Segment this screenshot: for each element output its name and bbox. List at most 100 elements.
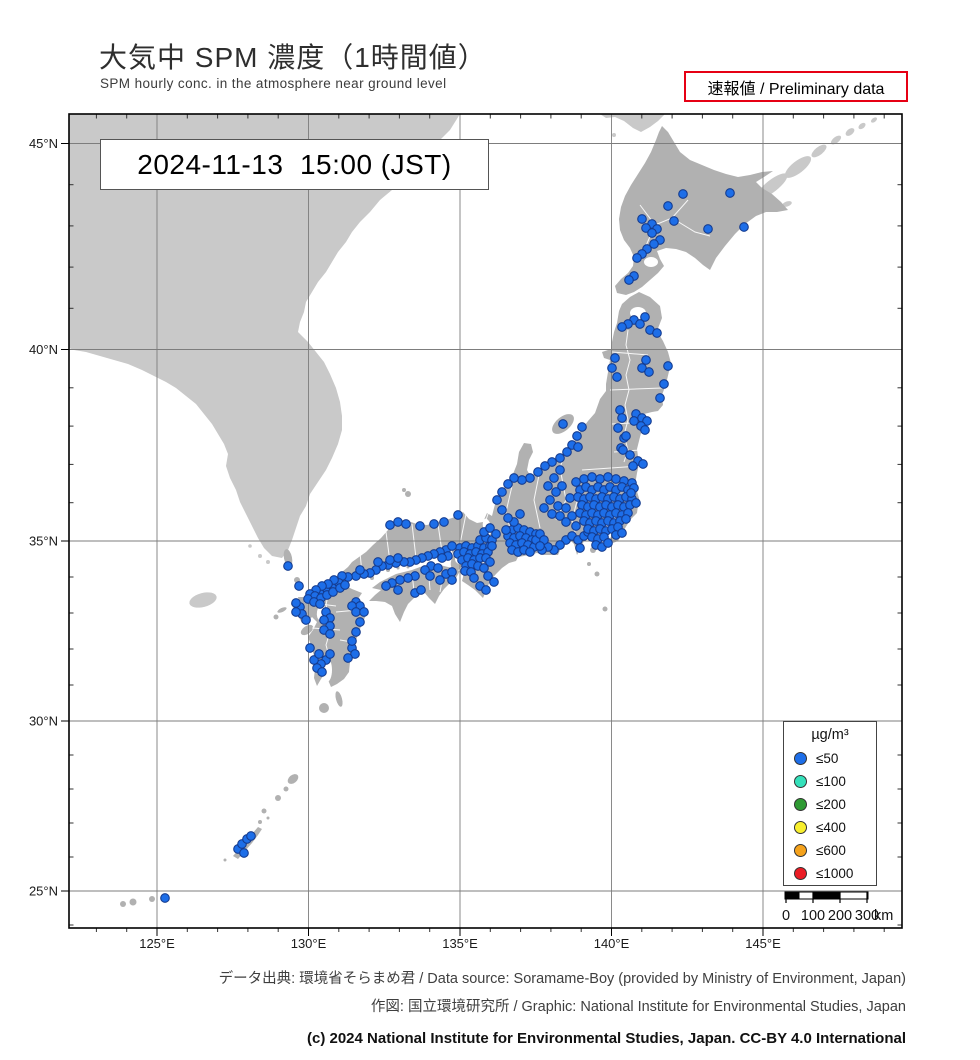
- station-dot: [547, 509, 557, 519]
- station-dot: [355, 565, 365, 575]
- station-dot: [663, 361, 673, 371]
- station-dot: [453, 510, 463, 520]
- station-dot: [595, 474, 605, 484]
- station-dot: [555, 465, 565, 475]
- legend-color-dot: [794, 867, 807, 880]
- station-dot: [628, 461, 638, 471]
- station-dot: [301, 615, 311, 625]
- legend-color-dot: [794, 844, 807, 857]
- station-dot: [603, 538, 613, 548]
- station-dot: [239, 848, 249, 858]
- station-dot: [515, 509, 525, 519]
- jeju-island: [189, 592, 217, 608]
- station-dot: [545, 495, 555, 505]
- scalebar-tick-label: 100: [801, 908, 825, 924]
- station-dot: [385, 520, 395, 530]
- station-dot: [621, 514, 631, 524]
- lon-axis-label: 125°E: [139, 936, 175, 951]
- data-source-credit: データ出典: 環境省そらまめ君 / Data source: Soramame-…: [218, 971, 906, 987]
- station-dot: [561, 517, 571, 527]
- station-dot: [429, 519, 439, 529]
- legend-item: ≤100: [784, 770, 876, 793]
- station-dot: [561, 503, 571, 513]
- station-dot: [469, 573, 479, 583]
- station-dot: [543, 481, 553, 491]
- lon-axis-label: 140°E: [594, 936, 630, 951]
- station-dot: [314, 649, 324, 659]
- station-dot: [317, 667, 327, 677]
- station-dot: [555, 511, 565, 521]
- station-dot: [573, 442, 583, 452]
- station-dot: [503, 479, 513, 489]
- station-dot: [160, 893, 170, 903]
- kuril-islands: [756, 117, 878, 212]
- station-dot: [489, 577, 499, 587]
- preliminary-data-badge: 速報値 / Preliminary data: [684, 71, 908, 102]
- station-dot: [359, 607, 369, 617]
- station-dot: [703, 224, 713, 234]
- station-dot: [647, 228, 657, 238]
- legend-item-label: ≤600: [816, 843, 846, 858]
- station-dot: [315, 599, 325, 609]
- station-dot: [549, 473, 559, 483]
- page-subtitle: SPM hourly conc. in the atmosphere near …: [100, 76, 447, 91]
- station-dot: [551, 487, 561, 497]
- lon-axis-label: 145°E: [745, 936, 781, 951]
- station-dot: [393, 585, 403, 595]
- station-dot: [638, 459, 648, 469]
- station-dot: [558, 419, 568, 429]
- station-dot: [381, 581, 391, 591]
- station-dot: [479, 563, 489, 573]
- station-dot: [485, 523, 495, 533]
- station-dot: [577, 422, 587, 432]
- legend-title: µg/m³: [811, 727, 849, 743]
- station-dot: [611, 474, 621, 484]
- station-dot: [621, 431, 631, 441]
- station-dot: [626, 488, 636, 498]
- station-dot: [447, 541, 457, 551]
- station-dot: [555, 453, 565, 463]
- station-dot: [497, 505, 507, 515]
- station-dot: [632, 253, 642, 263]
- station-dot: [641, 355, 651, 365]
- station-dot: [663, 201, 673, 211]
- station-dot: [571, 477, 581, 487]
- station-dot: [655, 393, 665, 403]
- station-dot: [415, 521, 425, 531]
- legend-item: ≤200: [784, 793, 876, 816]
- station-dot: [615, 405, 625, 415]
- station-dot: [678, 189, 688, 199]
- legend-color-dot: [794, 798, 807, 811]
- station-dot: [501, 525, 511, 535]
- station-dot: [525, 473, 535, 483]
- legend-item: ≤400: [784, 816, 876, 839]
- station-dot: [283, 561, 293, 571]
- station-dot: [347, 636, 357, 646]
- station-dot: [629, 416, 639, 426]
- copyright-line: (c) 2024 National Institute for Environm…: [306, 1030, 906, 1047]
- station-dot: [725, 188, 735, 198]
- legend-item-label: ≤400: [816, 820, 846, 835]
- station-dot: [525, 547, 535, 557]
- station-dot: [319, 615, 329, 625]
- station-dot: [739, 222, 749, 232]
- station-dot: [617, 322, 627, 332]
- station-dot: [487, 541, 497, 551]
- station-dot: [447, 575, 457, 585]
- station-dots: [160, 188, 749, 903]
- miyako-island: [149, 896, 155, 902]
- scalebar-segment: [813, 892, 840, 899]
- station-dot: [393, 553, 403, 563]
- station-dot: [565, 493, 575, 503]
- scalebar-unit: km: [874, 908, 893, 924]
- station-dot: [447, 567, 457, 577]
- asian-continent: [69, 114, 460, 558]
- legend: µg/m³ ≤50 ≤100 ≤200 ≤400 ≤600 ≤1000: [783, 721, 877, 886]
- station-dot: [425, 571, 435, 581]
- station-dot: [587, 472, 597, 482]
- station-dot: [640, 312, 650, 322]
- station-dot: [637, 214, 647, 224]
- station-dot: [631, 498, 641, 508]
